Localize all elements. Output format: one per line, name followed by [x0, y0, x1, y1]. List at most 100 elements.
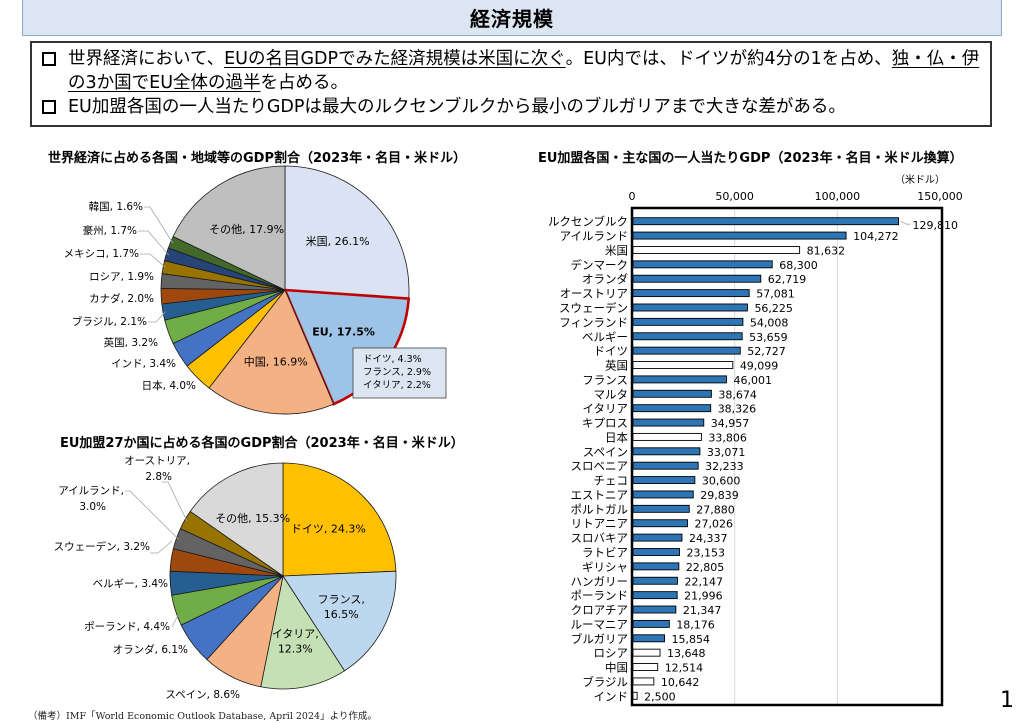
y-category-label: エストニア [571, 488, 629, 502]
source-note: （備考）IMF「World Economic Outlook Database,… [28, 711, 377, 722]
bar-value-label: 22,805 [686, 561, 725, 574]
bar-value-label: 24,337 [689, 532, 728, 545]
bar [632, 303, 748, 312]
bar [632, 576, 678, 585]
bar-value-label: 54,008 [750, 316, 789, 329]
bar-value-label: 62,719 [768, 273, 807, 286]
y-category-label: ラトビア [582, 545, 628, 559]
pie-data-label: 16.5% [324, 608, 359, 621]
y-category-label: デンマーク [571, 258, 629, 272]
callout-line: ドイツ, 4.3% [363, 354, 422, 365]
summary-box: 世界経済において、EUの名目GDPでみた経済規模は米国に次ぐ。EU内では、ドイツ… [30, 41, 992, 127]
bar-value-label: 27,026 [694, 518, 733, 531]
bar [632, 619, 670, 628]
x-tick-label: 50,000 [715, 190, 754, 203]
bar [632, 361, 734, 369]
bar [632, 418, 705, 427]
bar [632, 461, 699, 470]
bar [632, 289, 750, 298]
pie-slice-3 [260, 574, 346, 690]
y-category-label: インド [594, 689, 629, 703]
callout-line: フランス, 2.9% [363, 367, 431, 378]
pie-data-label: 米国, 26.1% [306, 235, 370, 248]
bar [632, 677, 655, 686]
bar-value-label: 22,147 [684, 575, 723, 588]
bar [632, 691, 638, 700]
y-category-label: 英国 [605, 359, 628, 373]
pie-data-label: 12.3% [278, 642, 313, 655]
bar-value-label: 21,996 [684, 590, 723, 603]
bar [632, 533, 683, 542]
y-category-label: フランス [582, 373, 628, 387]
summary-text-2: EU加盟各国の一人当たりGDPは最大のルクセンブルクから最小のブルガリアまで大き… [68, 97, 846, 117]
bar-value-label: 21,347 [683, 604, 722, 617]
summary-bullet-2: EU加盟各国の一人当たりGDPは最大のルクセンブルクから最小のブルガリアまで大き… [40, 95, 982, 119]
y-category-label: ブラジル [582, 675, 628, 689]
leader-line [138, 230, 169, 256]
bar [632, 634, 666, 643]
callout-line: イタリア, 2.2% [363, 380, 431, 391]
y-category-label: ルーマニア [571, 617, 629, 631]
x-tick-label: 150,000 [917, 190, 963, 203]
pie-data-label: ドイツ, 24.3% [291, 523, 366, 536]
pie-chart-world: 米国, 26.1% EU, 17.5% 中国, 16.9% 日本, 4.0% インド, … [64, 165, 447, 415]
y-category-label: 中国 [605, 661, 628, 675]
pie-data-label: ブラジル, 2.1% [72, 315, 147, 328]
pie1-title: 世界経済に占める各国・地域等のGDP割合（2023年・名目・米ドル） [48, 151, 467, 166]
pie-data-label: スペイン, 8.6% [165, 689, 240, 701]
bar [632, 605, 677, 614]
y-category-label: スペイン [583, 445, 628, 459]
bar [632, 404, 712, 413]
pie-data-label: オーストリア, [124, 455, 190, 467]
bar-value-label: 46,001 [733, 374, 772, 387]
bar-value-label: 104,272 [853, 230, 899, 243]
bar [632, 490, 694, 499]
bar-value-label: 49,099 [740, 360, 779, 373]
bar [632, 648, 661, 657]
pie-slice-1 [282, 462, 397, 577]
bar-value-label: 32,233 [705, 460, 744, 473]
pie-chart-eu: ドイツ, 24.3% フランス, 16.5% イタリア, 12.3% スペイン, 8.6%… [54, 455, 397, 701]
bar [632, 274, 762, 283]
plot-frame [630, 206, 944, 707]
bar-value-label: 38,674 [718, 388, 757, 401]
bar-value-label: 81,632 [807, 244, 846, 257]
checkbox-bullet-icon [42, 100, 56, 114]
pie-data-label: その他, 17.9% [209, 223, 284, 236]
bar-value-label: 57,081 [756, 288, 795, 301]
y-category-label: ハンガリー [571, 574, 629, 588]
pie-data-label: 2.8% [145, 471, 172, 483]
bar-value-label: 15,854 [672, 633, 711, 646]
bar [632, 217, 899, 226]
pie-data-label: EU, 17.5% [312, 326, 375, 339]
pie-data-label: 豪州, 1.7% [83, 224, 137, 237]
bar-chart-gdp-per-capita: （米ドル） 0 50,000 100,000 150,000 ルクセンブルク 129,810… [548, 173, 963, 707]
y-category-label: ドイツ [594, 344, 629, 358]
bar-value-label: 33,071 [707, 446, 746, 459]
y-category-label: チェコ [594, 474, 629, 488]
callout-box [352, 347, 447, 399]
bar [632, 504, 690, 513]
pie-data-label: フランス, [318, 593, 365, 606]
leader-line [171, 614, 179, 628]
bar [632, 562, 680, 571]
pie-data-label: ロシア, 1.9% [89, 271, 154, 283]
bar [632, 476, 696, 485]
bar-value-label: 18,176 [676, 618, 715, 631]
bar-value-label: 13,648 [667, 647, 706, 660]
y-category-label: 日本 [605, 430, 628, 444]
bar [632, 389, 712, 398]
y-category-label: ギリシャ [582, 560, 628, 574]
bar-value-label: 2,500 [644, 690, 676, 703]
pie2-title: EU加盟27か国に占める各国のGDP割合（2023年・名目・米ドル） [60, 436, 464, 451]
pie-slice-11 [189, 462, 284, 577]
summary-segment: 世界経済において、 [68, 49, 225, 69]
summary-bullet-1: 世界経済において、EUの名目GDPでみた経済規模は米国に次ぐ。EU内では、ドイツ… [40, 47, 982, 95]
y-category-label: スロバキア [571, 531, 629, 545]
bar-value-label: 30,600 [702, 475, 741, 488]
y-category-label: ポルトガル [571, 502, 629, 516]
pie-slice-13 [172, 165, 286, 291]
bar-value-label: 34,957 [711, 417, 750, 430]
pie-data-label: 日本, 4.0% [142, 379, 196, 392]
leader-line [144, 206, 174, 244]
